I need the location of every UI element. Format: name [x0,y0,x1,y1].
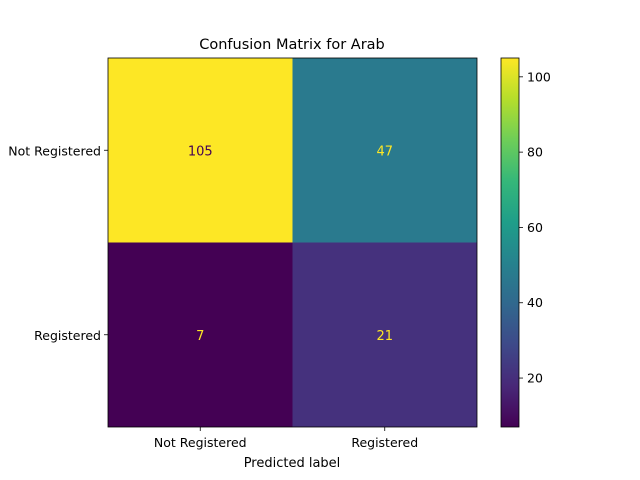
x-tick-label: Registered [351,435,418,450]
colorbar-tick-label: 60 [527,220,543,235]
chart-title: Confusion Matrix for Arab [199,37,385,53]
colorbar [501,58,519,427]
x-axis-label: Predicted label [244,456,341,471]
cell-value-label: 7 [196,329,204,344]
matrix-cell [108,242,293,427]
colorbar-tick-label: 100 [527,69,551,84]
colorbar-tick-label: 80 [527,145,543,160]
cell-value-label: 21 [376,329,393,344]
colorbar-tick-label: 40 [527,295,543,310]
cell-value-label: 47 [376,144,393,159]
matrix-cell [292,58,477,243]
matrix-cell [292,242,477,427]
x-tick-label: Not Registered [154,435,247,450]
plot-frame [107,57,478,428]
y-tick-label: Not Registered [8,143,101,158]
cell-value-label: 105 [188,144,213,159]
colorbar-frame [500,57,520,428]
y-tick-label: Registered [34,328,101,343]
matrix-cell [108,58,293,243]
colorbar-tick-label: 20 [527,371,543,386]
